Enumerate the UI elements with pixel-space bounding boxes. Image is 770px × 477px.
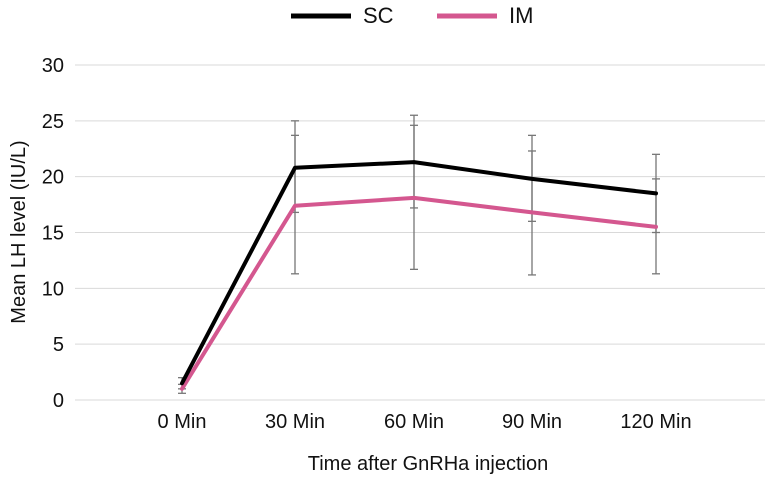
x-tick-label: 120 Min bbox=[620, 411, 691, 433]
legend: SC IM bbox=[291, 3, 533, 28]
x-tick-label: 60 Min bbox=[384, 411, 444, 433]
x-tick-label: 0 Min bbox=[158, 411, 207, 433]
y-tick-label: 25 bbox=[42, 111, 64, 133]
series-line-im bbox=[180, 195, 658, 391]
legend-label-sc: SC bbox=[363, 3, 394, 28]
y-tick-label: 5 bbox=[53, 334, 64, 356]
x-axis-label: Time after GnRHa injection bbox=[308, 453, 548, 475]
x-tick-label: 90 Min bbox=[502, 411, 562, 433]
y-axis-ticks: 0 5 10 15 20 25 30 bbox=[42, 55, 64, 412]
legend-label-im: IM bbox=[509, 3, 533, 28]
y-tick-label: 10 bbox=[42, 278, 64, 300]
x-tick-label: 30 Min bbox=[265, 411, 325, 433]
y-tick-label: 15 bbox=[42, 223, 64, 245]
y-tick-label: 30 bbox=[42, 55, 64, 77]
series-line-sc bbox=[180, 160, 658, 386]
y-axis-label: Mean LH level (IU/L) bbox=[8, 140, 30, 323]
y-tick-label: 20 bbox=[42, 167, 64, 189]
series-lines bbox=[180, 160, 658, 391]
x-axis-ticks: 0 Min 30 Min 60 Min 90 Min 120 Min bbox=[158, 411, 692, 433]
gridlines bbox=[75, 64, 765, 401]
y-tick-label: 0 bbox=[53, 390, 64, 412]
